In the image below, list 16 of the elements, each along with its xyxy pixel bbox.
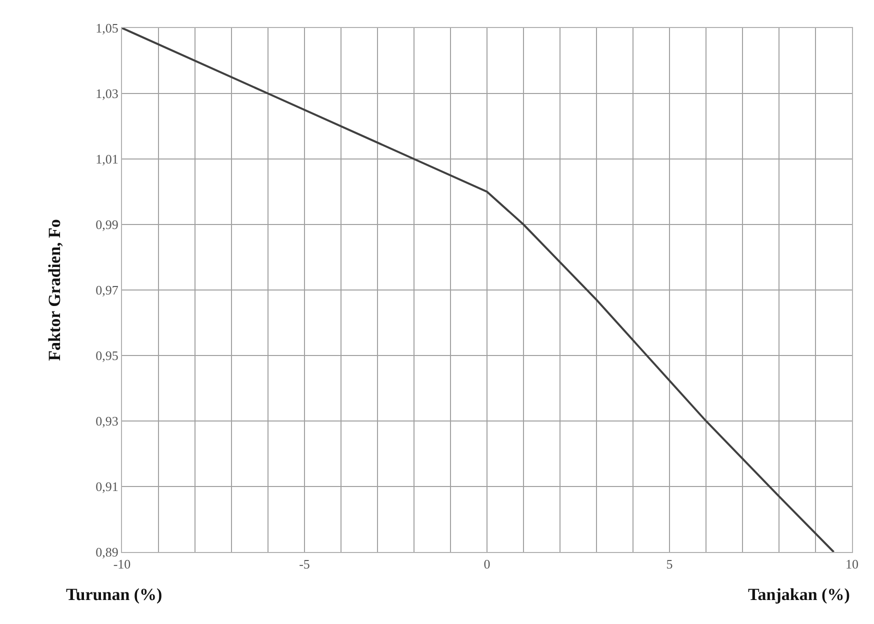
y-tick-label: 0,97	[96, 282, 119, 298]
text: Tanjakan (%)	[748, 585, 850, 604]
y-tick-label: 1,05	[96, 20, 118, 36]
y-tick-label: 0,91	[96, 479, 118, 494]
x-tick-label: 5	[666, 556, 673, 572]
y-tick-label: 0,95	[96, 348, 118, 364]
line-series	[122, 28, 835, 552]
x-tick-label: 0	[484, 556, 490, 572]
y-tick-label: 0,93	[96, 414, 118, 429]
text: Turunan (%)	[66, 585, 162, 604]
y-tick-label: 1,03	[96, 86, 118, 102]
y-tick-label: 1,01	[96, 152, 118, 167]
x-tick-label: 10	[846, 556, 858, 572]
y-tick-label: 0,99	[96, 217, 118, 232]
x-tick-label: -5	[299, 556, 310, 572]
y-axis-title: Faktor Gradien, Fo	[45, 219, 64, 361]
